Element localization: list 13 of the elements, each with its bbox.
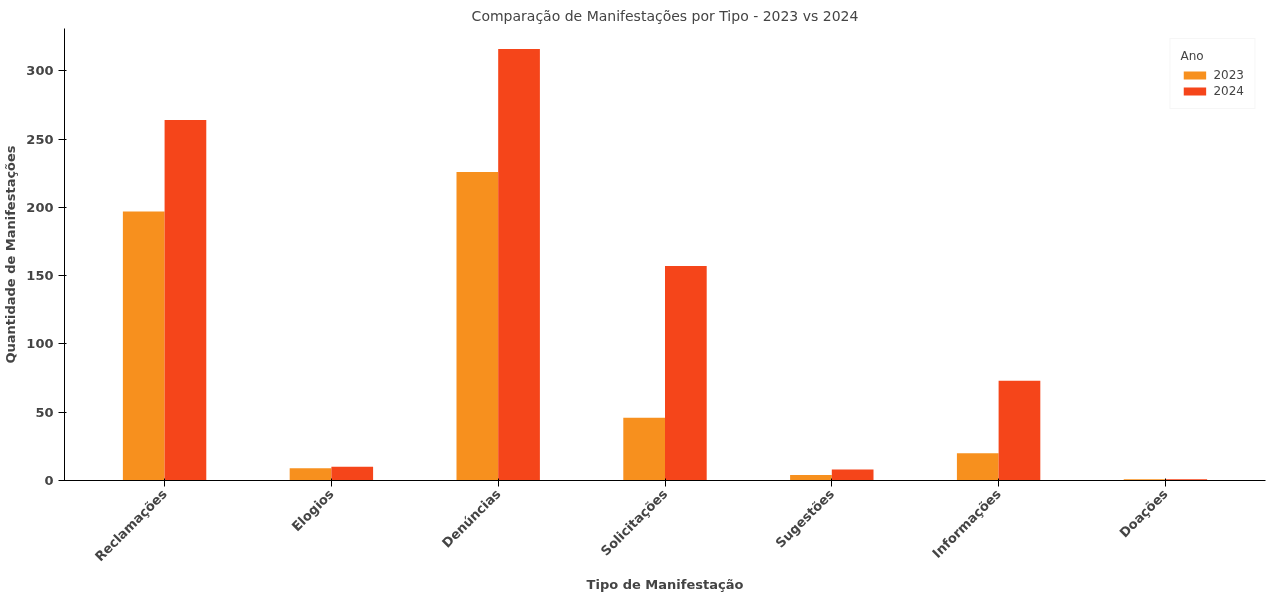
legend-label: 2024 <box>1213 84 1244 98</box>
legend-label: 2023 <box>1213 68 1244 82</box>
y-tick-label: 0 <box>44 473 54 488</box>
y-tick-label: 250 <box>26 131 54 147</box>
y-tick-label: 100 <box>26 336 54 352</box>
x-axis-title: Tipo de Manifestação <box>586 577 744 593</box>
y-tick-label: 50 <box>35 404 54 420</box>
y-tick-label: 200 <box>26 199 54 215</box>
y-tick-label: 150 <box>26 268 54 284</box>
y-axis-title: Quantidade de Manifestações <box>3 145 19 364</box>
chart-title: Comparação de Manifestações por Tipo - 2023 vs 2024 <box>471 7 859 24</box>
y-tick-label: 300 <box>26 63 54 79</box>
legend-title: Ano <box>1180 49 1205 63</box>
